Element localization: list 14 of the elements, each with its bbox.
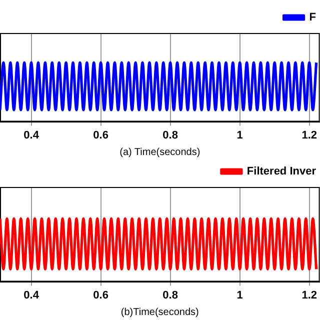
x-tick-label: 1 <box>236 289 243 302</box>
x-tick-label: 1 <box>236 129 243 142</box>
x-tick-label: 1.2 <box>302 129 318 142</box>
x-axis-title: (b)Time(seconds) <box>120 306 199 318</box>
x-tick-label: 0.4 <box>24 289 40 302</box>
x-tick-label: 1.2 <box>302 289 318 302</box>
legend-label: F <box>309 12 316 24</box>
x-axis-title: (a) Time(seconds) <box>120 146 200 158</box>
x-tick-label: 0.8 <box>162 289 178 302</box>
x-tick-label: 0.6 <box>93 129 108 142</box>
legend-label: Filtered Inver <box>246 166 317 178</box>
x-tick-label: 0.8 <box>162 129 178 142</box>
x-tick-label: 0.4 <box>24 129 40 142</box>
x-tick-label: 0.6 <box>93 289 108 302</box>
